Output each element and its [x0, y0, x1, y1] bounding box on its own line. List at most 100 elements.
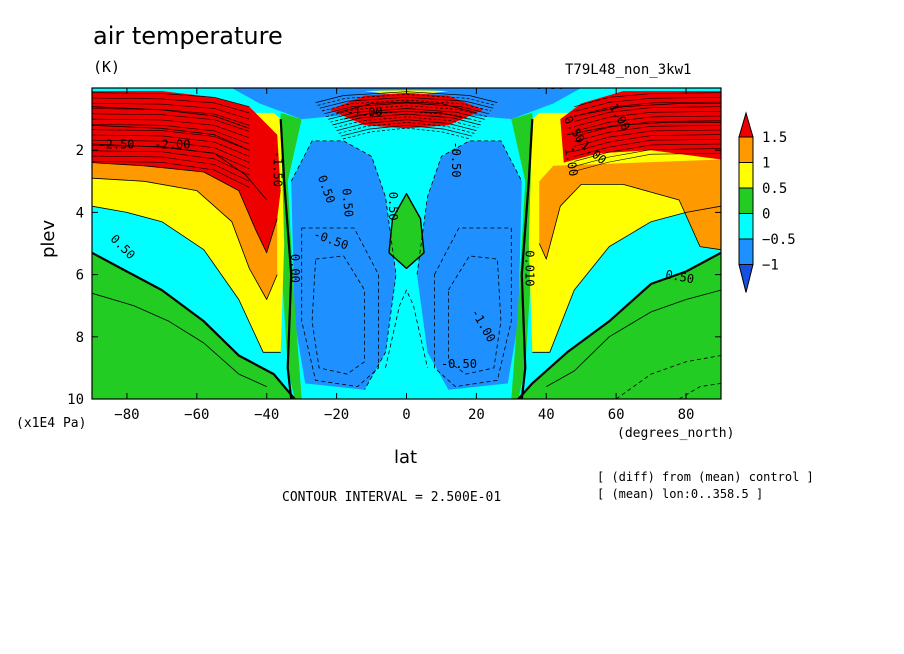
contour-label: 0.50: [664, 267, 695, 286]
contour-line-3: [520, 119, 534, 399]
contour-label: -2.00: [154, 138, 190, 152]
x-tick-label: 40: [538, 407, 555, 423]
contour-fill-5-0: [92, 150, 278, 300]
y-unit-label: (x1E4 Pa): [16, 416, 87, 431]
contour-line-21: [311, 255, 366, 375]
x-tick-label: 0: [402, 407, 410, 423]
contour-band-right-7: [574, 125, 721, 142]
contour-band-right-13: [574, 153, 721, 172]
colorbar-label: −1: [762, 258, 779, 274]
contour-band-right-9: [574, 134, 721, 152]
contour-band-right-2: [574, 101, 721, 117]
contour-label: 0.010: [522, 250, 536, 286]
contour-line-10: [538, 183, 721, 260]
contour-line-23: [290, 140, 397, 390]
y-tick-label: 4: [76, 205, 84, 221]
contour-band-line-7: [330, 110, 483, 123]
contour-band-left-10: [92, 145, 250, 170]
contour-band-left-4: [92, 113, 250, 132]
chart-units: (K): [93, 58, 121, 76]
contour-line-15: [567, 121, 721, 136]
contour-band-right-3: [574, 106, 721, 122]
contour-line-5: [92, 205, 281, 353]
contour-fill-3-0: [92, 252, 295, 399]
note-mean: [ (mean) lon:0..358.5 ]: [597, 487, 764, 501]
contour-line-22: [447, 255, 502, 375]
contour-band-line-6: [328, 108, 485, 120]
contour-band-right-5: [574, 115, 721, 132]
contour-fill-3-1: [518, 252, 721, 399]
contour-band-right-8: [574, 129, 721, 147]
contour-band-line-4: [323, 102, 490, 115]
contour-line-9: [92, 177, 278, 300]
contour-interval: CONTOUR INTERVAL = 2.500E-01: [282, 490, 502, 505]
contour-line-7: [92, 292, 267, 387]
contour-band-left-7: [92, 129, 250, 151]
contour-label: 0.00: [288, 254, 302, 283]
contour-band-line-12: [340, 124, 473, 137]
contour-band-left-11: [92, 150, 250, 176]
chart-title: air temperature: [93, 22, 283, 50]
contour-label: -1.00: [347, 105, 383, 119]
x-tick-label: −80: [114, 407, 139, 423]
contour-band-left-1: [92, 97, 250, 114]
colorbar-label: −0.5: [762, 232, 796, 248]
note-diff: [ (diff) from (mean) control ]: [597, 470, 814, 484]
contour-label: -0.50: [441, 357, 477, 371]
contour-label: 0.50: [339, 188, 355, 218]
axes: −80 −60 −40 −20 0 20 40 60 80 2 4 6 8 10: [67, 87, 722, 423]
colorbar-segment: [738, 136, 754, 163]
contour-band-left-13: [92, 161, 250, 188]
contour-line-19: [301, 227, 379, 388]
contour-line-13: [92, 124, 250, 151]
colorbar-label: 1.5: [762, 130, 787, 146]
contour-fill-6-2: [329, 92, 484, 129]
contour-line-24: [416, 140, 523, 275]
colorbar-bottom-arrow: [738, 264, 754, 293]
contour-band-left-12: [92, 155, 250, 182]
colorbar-segment: [738, 187, 754, 214]
contour-line-0: [92, 251, 296, 399]
x-tick-label: −20: [324, 407, 349, 423]
contour-line-4: [388, 192, 425, 270]
contour-band-left-2: [92, 102, 250, 120]
contour-label: 0.50: [386, 192, 400, 221]
x-axis-label: lat: [394, 447, 418, 468]
contour-line-6: [532, 205, 721, 353]
contour-band-line-1: [317, 94, 496, 106]
x-tick-label: 80: [678, 407, 695, 423]
contour-band-right-4: [574, 111, 721, 127]
y-tick-label: 10: [67, 392, 84, 408]
colorbar-label: 1: [762, 156, 770, 172]
contour-line-26: [615, 355, 721, 399]
contour-band-right-6: [574, 120, 721, 137]
contour-label: -2.50: [98, 138, 134, 152]
contour-line-2: [279, 119, 293, 399]
contour-line-11: [92, 162, 278, 254]
contour-band-line-13: [342, 127, 471, 140]
contour-band-right-12: [574, 148, 721, 167]
contour-band-line-2: [319, 96, 494, 109]
y-tick-label: 6: [76, 268, 84, 284]
contour-fill-2-1: [417, 140, 522, 390]
contour-band-left-9: [92, 139, 250, 163]
contour-fill-2-0: [291, 140, 396, 390]
contour-line-1: [517, 251, 721, 399]
contour-fill-6-0: [92, 91, 281, 253]
colorbar-segment: [738, 238, 754, 265]
colorbar-top-arrow: [738, 111, 754, 138]
colorbar-label: 0.5: [762, 181, 787, 197]
contour-band-right-1: [574, 97, 721, 112]
colorbar: 1.5 1 0.5 0 −0.5 −1: [738, 111, 796, 293]
contour-line-14: [92, 106, 250, 129]
contour-band-right-10: [574, 139, 721, 157]
contour-band-left-3: [92, 108, 250, 126]
contour-band-left-5: [92, 118, 250, 139]
x-tick-label: −40: [254, 407, 279, 423]
contour-band-line-8: [332, 113, 481, 126]
x-tick-label: 60: [608, 407, 625, 423]
x-unit-label: (degrees_north): [617, 426, 735, 441]
contour-fill-3-2: [389, 193, 424, 269]
run-label: T79L48_non_3kw1: [565, 62, 692, 78]
